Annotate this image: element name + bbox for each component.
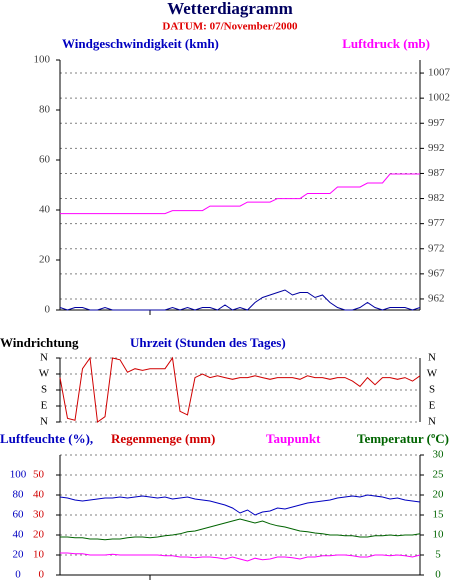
y2-tick-label: E: [429, 400, 436, 412]
y3-tick-label: 20: [33, 529, 45, 541]
x-axis-label: Uhrzeit (Stunden des Tages): [130, 335, 286, 350]
y-tick-label: 0: [45, 304, 51, 316]
y-tick-label: E: [41, 400, 48, 412]
y2-axis-label: Temperatur (ºC): [357, 431, 449, 446]
y-tick-label: W: [39, 368, 50, 380]
y2-tick-label: 972: [428, 242, 445, 254]
y3-tick-label: 40: [33, 489, 45, 501]
y-tick-label: S: [41, 384, 47, 396]
series-line: [60, 552, 421, 562]
y-tick-label: 20: [39, 254, 51, 266]
series-line: [60, 173, 420, 215]
y-tick-label: N: [40, 416, 48, 428]
y3-axis-label: Regenmenge (mm): [111, 431, 215, 446]
y2-tick-label: 977: [428, 217, 445, 229]
y2-tick-label: S: [429, 384, 435, 396]
y2-tick-label: 30: [433, 449, 445, 461]
y-axis-label: Windrichtung: [0, 335, 79, 350]
y-tick-label: 80: [13, 489, 25, 501]
y-axis-label: Windgeschwindigkeit (kmh): [62, 36, 219, 51]
y2-tick-label: 1007: [428, 67, 451, 79]
y2-axis-label: Luftdruck (mb): [342, 36, 430, 51]
series-line: [60, 518, 421, 541]
y-tick-label: 20: [13, 549, 25, 561]
y-tick-label: 40: [39, 204, 51, 216]
y2-tick-label: 962: [428, 292, 445, 304]
y-axis-label: Luftfeuchte (%),: [0, 431, 93, 446]
y2-tick-label: 0: [435, 569, 441, 581]
y2-tick-label: 5: [435, 549, 441, 561]
chart-title: Wetterdiagramm: [167, 0, 293, 18]
series-line: [59, 289, 421, 311]
y-tick-label: 80: [39, 104, 51, 116]
y2-tick-label: 997: [428, 117, 445, 129]
y-tick-label: 0: [15, 569, 21, 581]
y2-tick-label: 25: [433, 469, 445, 481]
y-tick-label: 100: [34, 54, 51, 66]
y2-tick-label: 982: [428, 192, 445, 204]
series-line: [59, 356, 421, 423]
y2-tick-label: N: [428, 352, 436, 364]
y3-tick-label: 0: [39, 569, 45, 581]
series-line: [59, 494, 421, 516]
y-tick-label: N: [40, 352, 48, 364]
y2-tick-label: W: [427, 368, 438, 380]
y3-tick-label: 30: [33, 509, 45, 521]
y2-tick-label: 992: [428, 142, 445, 154]
y-tick-label: 60: [39, 154, 51, 166]
y2-tick-label: 967: [428, 267, 445, 279]
y-tick-label: 60: [13, 509, 25, 521]
chart-subtitle: DATUM: 07/November/2000: [162, 21, 298, 33]
y2-tick-label: 10: [433, 529, 445, 541]
y2-tick-label: 987: [428, 167, 445, 179]
y2-tick-label: 15: [433, 509, 445, 521]
y-tick-label: 100: [10, 469, 27, 481]
y-tick-label: 40: [13, 529, 25, 541]
y3-tick-label: 10: [33, 549, 45, 561]
y2-tick-label: 1002: [428, 92, 450, 104]
y2-tick-label: 20: [433, 489, 445, 501]
y2-tick-label: N: [428, 416, 436, 428]
series-label: Taupunkt: [266, 431, 321, 446]
y3-tick-label: 50: [33, 469, 45, 481]
